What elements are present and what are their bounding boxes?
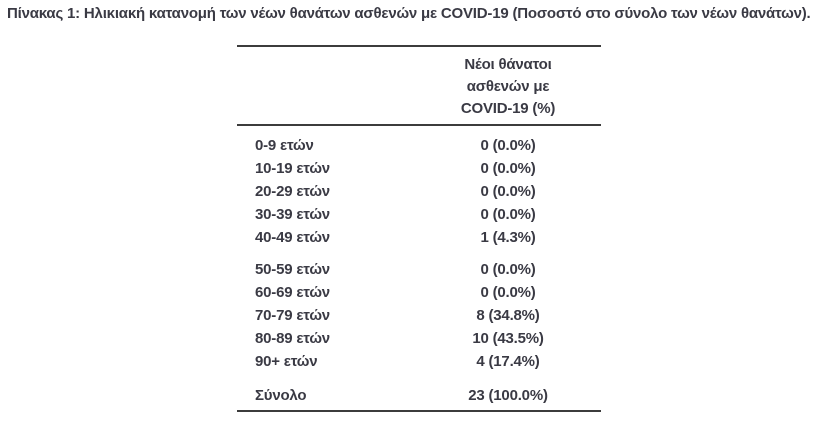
deaths-value: 4 (17.4%) <box>476 353 540 370</box>
deaths-value: 8 (34.8%) <box>476 307 540 324</box>
table-row: 60-69 ετών 0 (0.0%) <box>237 281 601 304</box>
age-group-label: 10-19 ετών <box>255 160 330 177</box>
table-caption: Πίνακας 1: Ηλικιακή κατανομή των νέων θα… <box>7 5 811 22</box>
deaths-value: 1 (4.3%) <box>480 229 536 246</box>
deaths-value: 0 (0.0%) <box>480 160 536 177</box>
age-group-label: 60-69 ετών <box>255 284 330 301</box>
header-line-2: ασθενών με <box>466 78 550 95</box>
header-line-1: Νέοι θάνατοι <box>464 56 552 73</box>
table-row: 30-39 ετών 0 (0.0%) <box>237 203 601 226</box>
age-group-label: 80-89 ετών <box>255 330 330 347</box>
header-separator-rule <box>237 124 601 126</box>
table-row: 70-79 ετών 8 (34.8%) <box>237 304 601 327</box>
deaths-value: 10 (43.5%) <box>472 330 544 347</box>
table-header-row: Νέοι θάνατοι ασθενών με COVID-19 (%) <box>237 47 601 124</box>
total-row: Σύνολο 23 (100.0%) <box>237 384 601 407</box>
age-group-block-1: 0-9 ετών 0 (0.0%) 10-19 ετών 0 (0.0%) 20… <box>237 126 601 249</box>
table-row: 40-49 ετών 1 (4.3%) <box>237 226 601 249</box>
age-group-label: 20-29 ετών <box>255 183 330 200</box>
age-distribution-table: Νέοι θάνατοι ασθενών με COVID-19 (%) 0-9… <box>237 45 601 412</box>
table-row: 80-89 ετών 10 (43.5%) <box>237 327 601 350</box>
header-line-3: COVID-19 (%) <box>460 100 556 117</box>
deaths-value: 0 (0.0%) <box>480 261 536 278</box>
table-row: 10-19 ετών 0 (0.0%) <box>237 157 601 180</box>
deaths-value: 0 (0.0%) <box>480 206 536 223</box>
age-group-label: 70-79 ετών <box>255 307 330 324</box>
table-row: 90+ ετών 4 (17.4%) <box>237 350 601 373</box>
table-bottom-rule <box>237 410 601 412</box>
deaths-value: 0 (0.0%) <box>480 137 536 154</box>
table-row: 0-9 ετών 0 (0.0%) <box>237 134 601 157</box>
total-value: 23 (100.0%) <box>468 387 548 404</box>
age-group-label: 30-39 ετών <box>255 206 330 223</box>
table-top-rule <box>237 45 601 47</box>
age-group-label: 50-59 ετών <box>255 261 330 278</box>
deaths-value: 0 (0.0%) <box>480 284 536 301</box>
age-group-label: 90+ ετών <box>255 353 318 370</box>
age-group-label: 40-49 ετών <box>255 229 330 246</box>
table-row: 20-29 ετών 0 (0.0%) <box>237 180 601 203</box>
table-row: 50-59 ετών 0 (0.0%) <box>237 258 601 281</box>
age-group-label: 0-9 ετών <box>255 137 314 154</box>
value-column-header: Νέοι θάνατοι ασθενών με COVID-19 (%) <box>415 54 601 120</box>
age-group-block-2: 50-59 ετών 0 (0.0%) 60-69 ετών 0 (0.0%) … <box>237 249 601 373</box>
total-label: Σύνολο <box>255 387 307 404</box>
deaths-value: 0 (0.0%) <box>480 183 536 200</box>
